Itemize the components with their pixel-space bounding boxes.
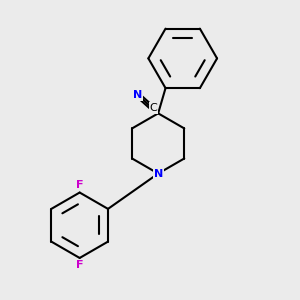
Text: F: F [76,260,83,270]
Text: N: N [154,169,163,178]
Text: N: N [133,90,142,100]
Text: F: F [76,180,83,190]
Text: C: C [150,103,158,113]
